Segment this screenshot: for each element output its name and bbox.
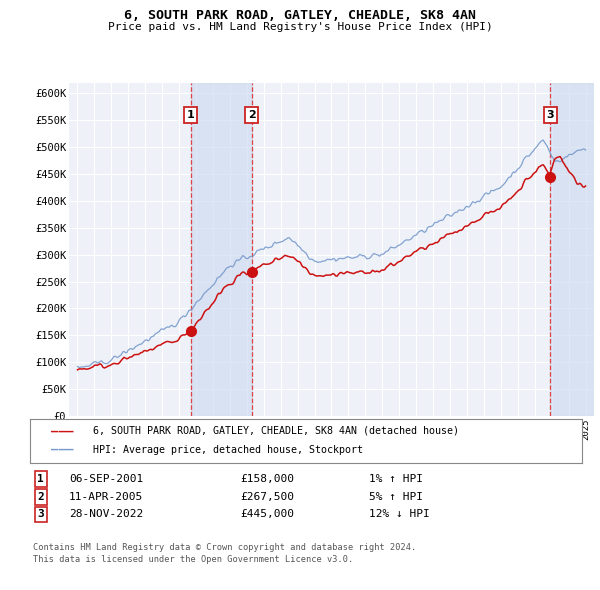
Text: 06-SEP-2001: 06-SEP-2001 <box>69 474 143 484</box>
Text: 12% ↓ HPI: 12% ↓ HPI <box>369 510 430 519</box>
Text: 2: 2 <box>37 492 44 502</box>
Bar <box>191 83 251 416</box>
Text: 6, SOUTH PARK ROAD, GATLEY, CHEADLE, SK8 4AN (detached house): 6, SOUTH PARK ROAD, GATLEY, CHEADLE, SK8… <box>93 426 459 435</box>
Text: £445,000: £445,000 <box>240 510 294 519</box>
Text: 3: 3 <box>547 110 554 120</box>
Text: 1: 1 <box>37 474 44 484</box>
Text: ———: ——— <box>51 443 74 456</box>
Text: ———: ——— <box>51 424 74 437</box>
Text: Contains HM Land Registry data © Crown copyright and database right 2024.: Contains HM Land Registry data © Crown c… <box>33 543 416 552</box>
Text: 6, SOUTH PARK ROAD, GATLEY, CHEADLE, SK8 4AN: 6, SOUTH PARK ROAD, GATLEY, CHEADLE, SK8… <box>124 9 476 22</box>
Text: £158,000: £158,000 <box>240 474 294 484</box>
Text: £267,500: £267,500 <box>240 492 294 502</box>
Text: Price paid vs. HM Land Registry's House Price Index (HPI): Price paid vs. HM Land Registry's House … <box>107 22 493 32</box>
Text: 11-APR-2005: 11-APR-2005 <box>69 492 143 502</box>
Text: 2: 2 <box>248 110 256 120</box>
Text: 1% ↑ HPI: 1% ↑ HPI <box>369 474 423 484</box>
Text: 5% ↑ HPI: 5% ↑ HPI <box>369 492 423 502</box>
Text: 1: 1 <box>187 110 194 120</box>
Bar <box>550 83 594 416</box>
Text: HPI: Average price, detached house, Stockport: HPI: Average price, detached house, Stoc… <box>93 445 363 454</box>
Text: This data is licensed under the Open Government Licence v3.0.: This data is licensed under the Open Gov… <box>33 555 353 564</box>
Text: 3: 3 <box>37 510 44 519</box>
Text: 28-NOV-2022: 28-NOV-2022 <box>69 510 143 519</box>
